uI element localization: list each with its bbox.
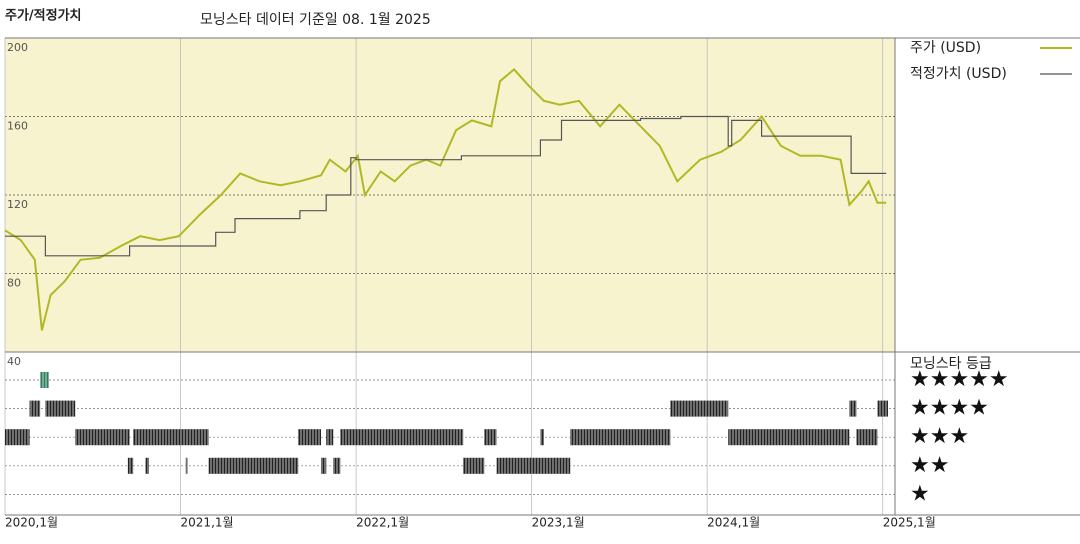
rating-title: 모닝스타 등급	[910, 356, 992, 372]
x-tick-label: 2024,1월	[707, 516, 760, 530]
chart-title: 주가/적정가치	[5, 8, 82, 24]
y-tick-label: 80	[7, 277, 21, 290]
rating-label: ★	[910, 481, 930, 506]
x-tick-label: 2020,1월	[5, 516, 58, 530]
legend-label: 적정가치 (USD)	[910, 66, 1007, 82]
y-tick-label: 40	[7, 355, 21, 368]
rating-bar-hatch	[496, 457, 571, 474]
rating-bar-hatch	[670, 400, 729, 417]
y-tick-label: 160	[7, 120, 28, 133]
rating-bar	[326, 429, 334, 446]
rating-bar-hatch	[728, 429, 850, 446]
rating-bar-hatch	[877, 400, 888, 417]
rating-bar	[320, 457, 327, 474]
rating-bar-hatch	[340, 429, 464, 446]
rating-bar	[484, 429, 497, 446]
rating-bar	[133, 429, 209, 446]
rating-bar-hatch	[856, 429, 878, 446]
chart-subtitle: 모닝스타 데이터 기준일 08. 1월 2025	[200, 12, 431, 28]
rating-bar-hatch	[208, 457, 299, 474]
rating-bar-hatch	[5, 429, 30, 446]
rating-bar-hatch	[298, 429, 321, 446]
rating-bar-hatch	[849, 400, 857, 417]
y-tick-label: 120	[7, 198, 28, 211]
rating-bar-hatch	[127, 457, 134, 474]
series-line	[5, 115, 887, 257]
x-tick-label: 2021,1월	[181, 516, 234, 530]
rating-bar-hatch	[133, 429, 209, 446]
rating-bar-hatch	[75, 429, 130, 446]
rating-bar	[670, 400, 729, 417]
rating-label: ★★★	[910, 424, 969, 449]
rating-bar	[127, 457, 134, 474]
rating-bar	[463, 457, 485, 474]
rating-bar	[540, 429, 544, 446]
rating-bar-hatch	[45, 400, 76, 417]
rating-label: ★★★★	[910, 396, 989, 421]
marks: ★★★★★★★★★★★★★★★주가 (USD)적정가치 (USD)	[4, 40, 1072, 506]
rating-bar	[849, 400, 857, 417]
legend-label: 주가 (USD)	[910, 40, 981, 56]
rating-bar	[185, 457, 188, 474]
rating-bar	[570, 429, 671, 446]
rating-bar	[333, 457, 341, 474]
rating-bar-hatch	[570, 429, 671, 446]
rating-bar	[856, 429, 878, 446]
rating-bar	[728, 429, 850, 446]
rating-bar	[40, 372, 49, 388]
rating-bar	[145, 457, 149, 474]
rating-bar-hatch	[145, 457, 149, 474]
rating-bar	[208, 457, 299, 474]
series-line	[4, 68, 887, 331]
rating-bar	[496, 457, 571, 474]
x-tick-label: 2022,1월	[356, 516, 409, 530]
rating-bar-hatch	[484, 429, 497, 446]
x-tick-label: 2023,1월	[532, 516, 585, 530]
rating-bar-hatch	[29, 400, 41, 417]
x-tick-label: 2025,1월	[883, 516, 936, 530]
rating-bar	[75, 429, 130, 446]
rating-bar-hatch	[320, 457, 327, 474]
rating-bar-hatch	[333, 457, 341, 474]
rating-bar	[5, 429, 30, 446]
rating-bar-hatch	[40, 372, 49, 388]
rating-bar	[298, 429, 321, 446]
rating-label: ★★★★★	[910, 367, 1009, 392]
rating-bar-hatch	[540, 429, 544, 446]
rating-bar	[29, 400, 41, 417]
rating-bar	[340, 429, 464, 446]
rating-label: ★★	[910, 453, 949, 478]
rating-bar	[877, 400, 888, 417]
frame	[5, 37, 1080, 516]
rating-bar-hatch	[185, 457, 188, 474]
rating-bar	[45, 400, 76, 417]
y-tick-label: 200	[7, 41, 28, 54]
rating-bar-hatch	[463, 457, 485, 474]
rating-bar-hatch	[326, 429, 334, 446]
